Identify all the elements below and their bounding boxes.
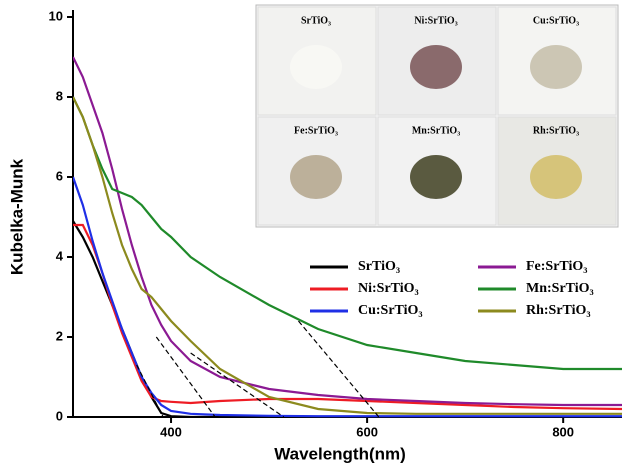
inset-label: Rh:SrTiO₃	[533, 125, 579, 136]
legend-label: SrTiO₃	[358, 259, 400, 274]
inset-label: SrTiO₃	[301, 15, 331, 26]
tangent-line	[155, 336, 216, 418]
plot	[73, 56, 622, 418]
tangent-line	[136, 364, 164, 418]
sample-pile	[410, 155, 462, 199]
inset-label: Fe:SrTiO₃	[294, 125, 338, 136]
series-line	[73, 220, 622, 418]
series-line	[73, 176, 622, 418]
series-line	[73, 96, 622, 371]
legend-label: Mn:SrTiO₃	[526, 281, 594, 296]
y-axis-label: Kubelka-Munk	[7, 158, 26, 275]
legend-label: Fe:SrTiO₃	[526, 259, 588, 274]
y-tick-label: 2	[56, 328, 63, 343]
tangent-line	[190, 352, 285, 418]
legend-label: Ni:SrTiO₃	[358, 281, 419, 296]
tangent-line	[298, 320, 380, 418]
y-tick-label: 0	[56, 408, 63, 423]
legend-label: Rh:SrTiO₃	[526, 303, 591, 318]
inset-label: Cu:SrTiO₃	[533, 15, 579, 26]
series-line	[73, 56, 622, 407]
sample-pile	[290, 45, 342, 89]
x-tick-label: 800	[552, 424, 574, 439]
x-tick-label: 600	[356, 424, 378, 439]
x-tick-label: 400	[160, 424, 182, 439]
inset-label: Ni:SrTiO₃	[414, 15, 457, 26]
sample-pile	[290, 155, 342, 199]
sample-pile	[410, 45, 462, 89]
inset-photo: SrTiO₃ Ni:SrTiO₃ Cu:SrTiO₃ Fe:SrTiO₃ Mn:SrTi…	[255, 4, 619, 228]
y-tick-label: 6	[56, 168, 63, 183]
sample-pile	[530, 45, 582, 89]
sample-pile	[530, 155, 582, 199]
x-axis-label: Wavelength(nm)	[274, 444, 406, 463]
y-tick-label: 10	[49, 8, 63, 23]
y-tick-label: 4	[56, 248, 64, 263]
legend-label: Cu:SrTiO₃	[358, 303, 423, 318]
y-tick-label: 8	[56, 88, 63, 103]
inset-label: Mn:SrTiO₃	[412, 125, 460, 136]
series-line	[73, 96, 622, 415]
